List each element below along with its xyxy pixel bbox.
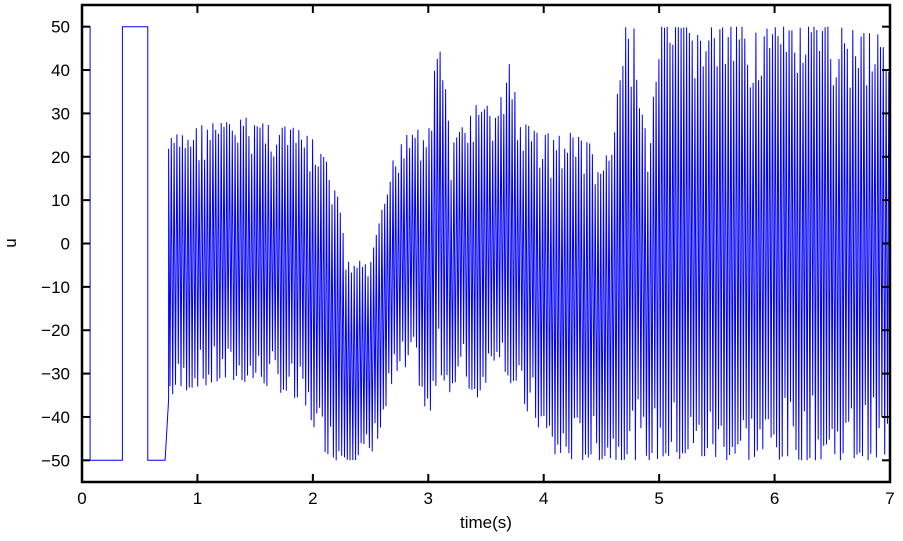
y-tick-label: 50 <box>51 18 70 37</box>
x-axis-label: time(s) <box>460 513 512 532</box>
x-tick-label: 1 <box>193 489 202 508</box>
y-tick-label: 20 <box>51 148 70 167</box>
y-tick-label: 10 <box>51 191 70 210</box>
series-line-u <box>82 26 890 461</box>
x-tick-label: 6 <box>770 489 779 508</box>
plot-area <box>82 26 890 461</box>
ticks: 0 1 2 3 4 5 6 7 −50 −40 −30 −20 −10 0 10 20 30 40 50 <box>41 5 895 508</box>
x-tick-label: 7 <box>885 489 894 508</box>
y-tick-label: 40 <box>51 61 70 80</box>
x-tick-label: 5 <box>654 489 663 508</box>
y-tick-label: 30 <box>51 104 70 123</box>
y-axis-label: u <box>1 238 20 247</box>
x-tick-label: 3 <box>424 489 433 508</box>
y-tick-label: −40 <box>41 408 70 427</box>
y-tick-label: −10 <box>41 278 70 297</box>
x-tick-label: 2 <box>308 489 317 508</box>
y-tick-label: 0 <box>61 235 70 254</box>
y-tick-label: −30 <box>41 365 70 384</box>
y-tick-label: −20 <box>41 321 70 340</box>
x-tick-label: 0 <box>77 489 86 508</box>
y-tick-label: −50 <box>41 451 70 470</box>
x-tick-label: 4 <box>539 489 548 508</box>
